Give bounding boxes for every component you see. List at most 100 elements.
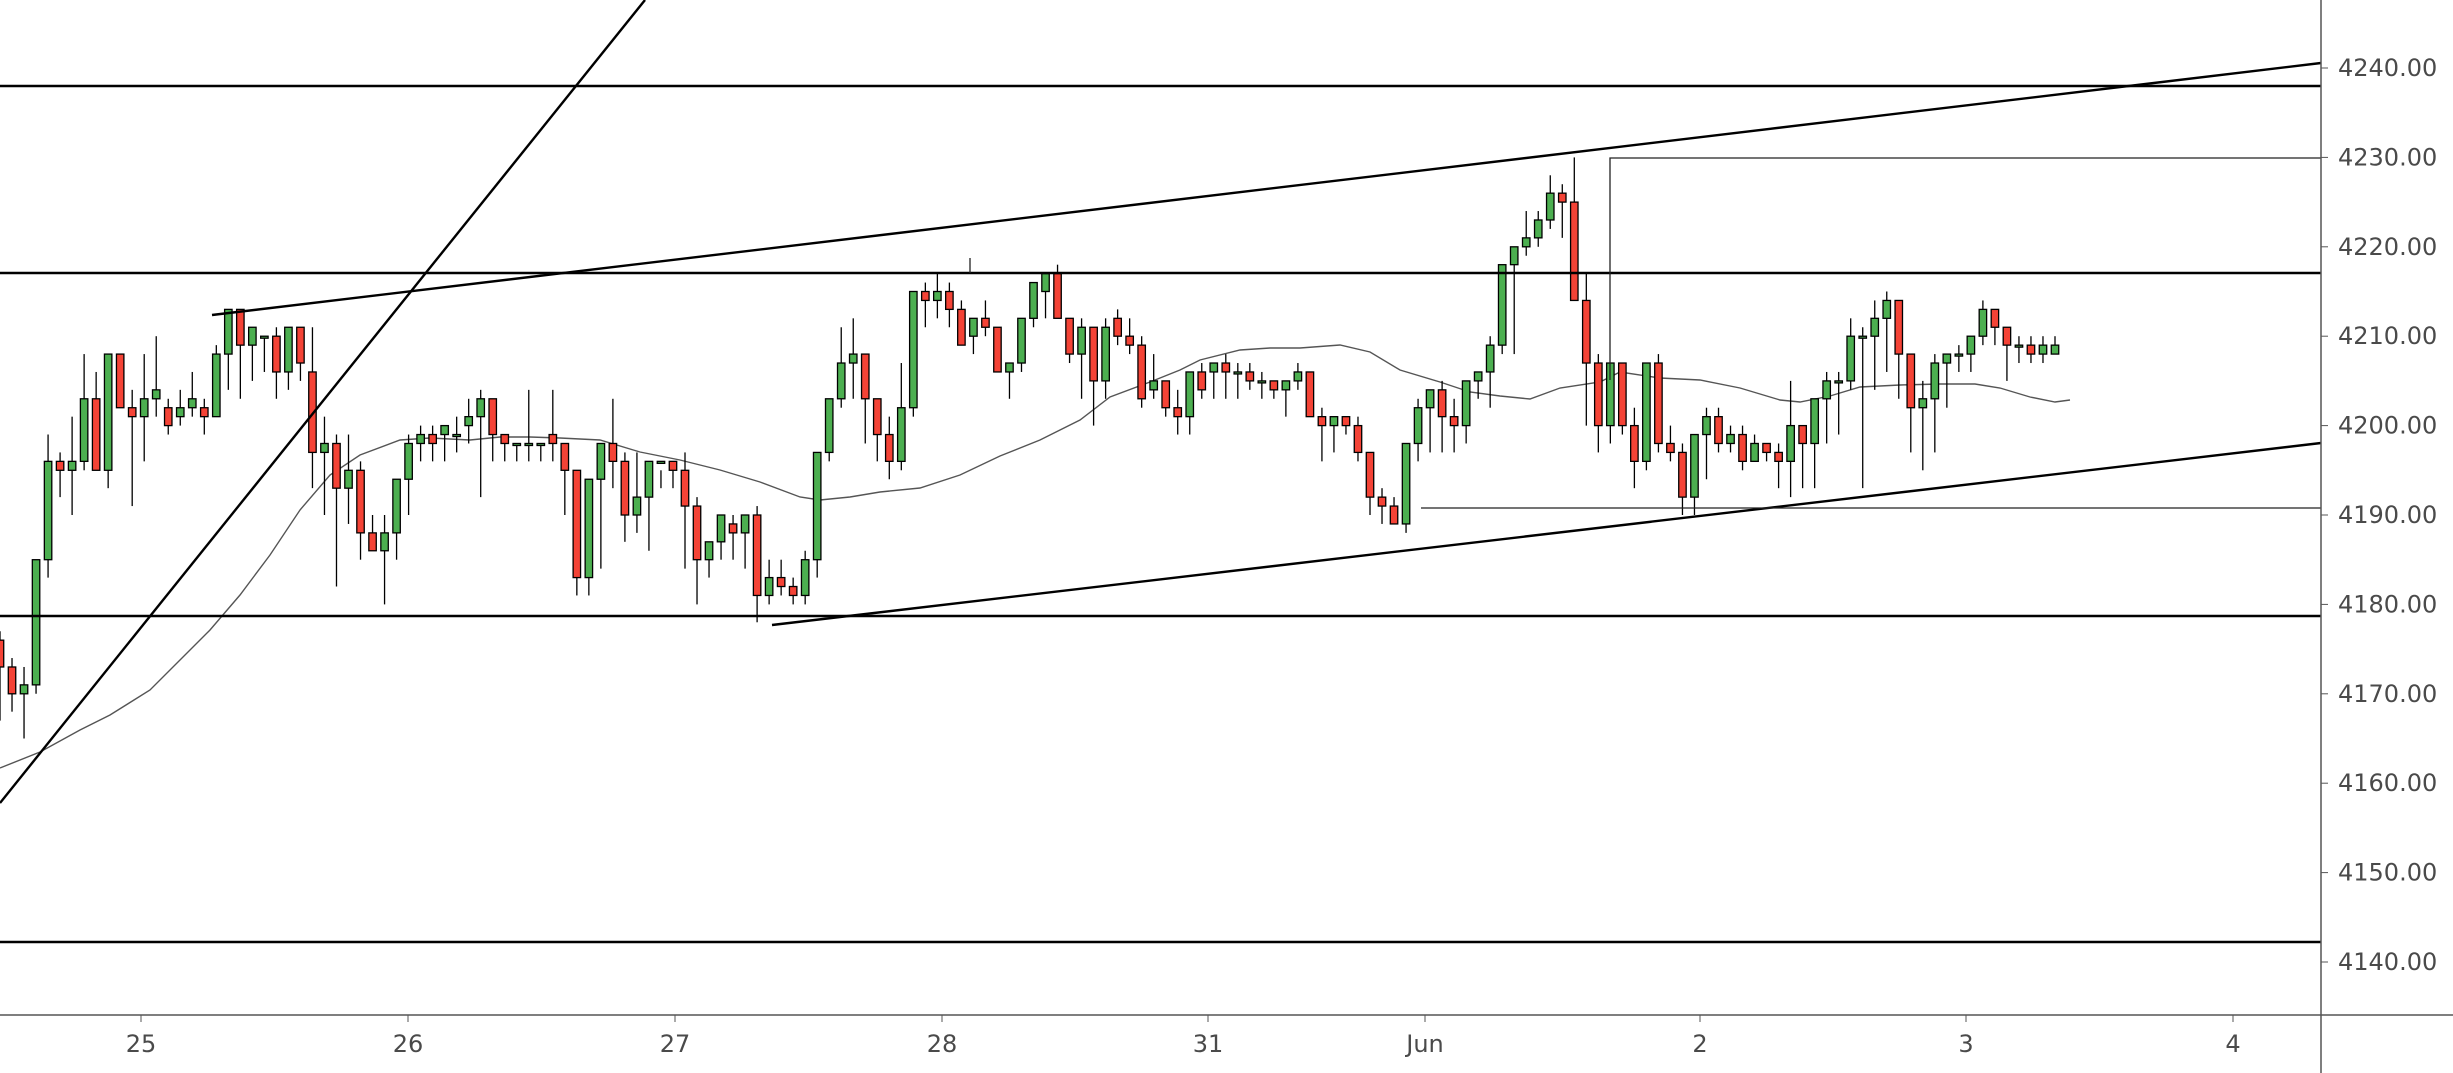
candle[interactable] bbox=[800, 550, 810, 605]
candle[interactable] bbox=[1185, 371, 1195, 435]
candle[interactable] bbox=[836, 327, 846, 408]
candle[interactable] bbox=[1846, 318, 1856, 390]
candle[interactable] bbox=[1810, 398, 1820, 489]
candle[interactable] bbox=[380, 515, 389, 605]
candle[interactable] bbox=[1894, 299, 1904, 399]
candle[interactable] bbox=[1714, 407, 1723, 453]
candle[interactable] bbox=[692, 497, 702, 605]
candle[interactable] bbox=[296, 326, 305, 381]
candle[interactable] bbox=[1173, 389, 1183, 435]
candle[interactable] bbox=[860, 353, 870, 444]
price-axis[interactable]: 4240.00 4230.00 4220.00 4210.00 4200.00 4190.… bbox=[2321, 54, 2437, 976]
candle[interactable] bbox=[548, 389, 558, 462]
candle[interactable] bbox=[752, 506, 762, 623]
candle[interactable] bbox=[776, 559, 786, 596]
candle[interactable] bbox=[1654, 354, 1663, 453]
candle[interactable] bbox=[19, 666, 29, 739]
candle[interactable] bbox=[0, 631, 5, 721]
trendline-lower-channel[interactable] bbox=[771, 441, 2322, 627]
candle[interactable] bbox=[632, 452, 642, 533]
candles[interactable] bbox=[0, 157, 2060, 739]
candle[interactable] bbox=[2050, 336, 2060, 355]
candle[interactable] bbox=[1906, 353, 1916, 453]
candle[interactable] bbox=[1305, 371, 1315, 418]
candle[interactable] bbox=[1702, 407, 1711, 480]
candle[interactable] bbox=[824, 398, 834, 462]
candle[interactable] bbox=[728, 515, 738, 560]
candle[interactable] bbox=[1978, 300, 1988, 346]
candle[interactable] bbox=[1966, 335, 1976, 372]
candle[interactable] bbox=[476, 389, 486, 498]
candle[interactable] bbox=[199, 398, 209, 435]
candle[interactable] bbox=[368, 515, 377, 552]
candle[interactable] bbox=[127, 389, 137, 507]
candle[interactable] bbox=[356, 461, 365, 560]
candle[interactable] bbox=[1449, 398, 1459, 453]
candle[interactable] bbox=[2038, 336, 2048, 364]
candle[interactable] bbox=[43, 434, 53, 578]
candle[interactable] bbox=[1617, 362, 1627, 435]
candle[interactable] bbox=[908, 290, 918, 417]
candle[interactable] bbox=[163, 398, 173, 435]
candle[interactable] bbox=[1593, 354, 1603, 453]
candle[interactable] bbox=[1942, 353, 1952, 408]
time-axis[interactable]: 25 26 27 28 31 Jun 2 3 4 bbox=[126, 1015, 2241, 1058]
candle[interactable] bbox=[392, 478, 401, 560]
candle[interactable] bbox=[1786, 380, 1795, 498]
candle[interactable] bbox=[1413, 398, 1423, 462]
candle[interactable] bbox=[151, 336, 161, 417]
candle[interactable] bbox=[31, 559, 41, 694]
candle[interactable] bbox=[981, 300, 990, 337]
candle[interactable] bbox=[1834, 371, 1844, 435]
candle[interactable] bbox=[872, 398, 882, 462]
candle[interactable] bbox=[945, 282, 954, 328]
candle[interactable] bbox=[656, 460, 666, 489]
candle[interactable] bbox=[788, 577, 798, 605]
candle[interactable] bbox=[1882, 291, 1892, 372]
candle[interactable] bbox=[1425, 389, 1435, 453]
candle[interactable] bbox=[211, 345, 221, 418]
candle[interactable] bbox=[524, 389, 534, 462]
candle[interactable] bbox=[560, 442, 570, 515]
candle[interactable] bbox=[1521, 211, 1531, 256]
candle[interactable] bbox=[704, 541, 714, 578]
candle[interactable] bbox=[1269, 380, 1279, 399]
candle[interactable] bbox=[1497, 264, 1507, 355]
candle[interactable] bbox=[1630, 407, 1639, 489]
candle[interactable] bbox=[67, 416, 77, 515]
candle[interactable] bbox=[1089, 326, 1098, 426]
candle[interactable] bbox=[1329, 416, 1339, 453]
candle[interactable] bbox=[115, 353, 125, 409]
candle[interactable] bbox=[416, 425, 425, 462]
candle[interactable] bbox=[2002, 326, 2012, 381]
price-range-line[interactable] bbox=[1609, 157, 2321, 380]
candle[interactable] bbox=[1581, 273, 1591, 426]
candle[interactable] bbox=[55, 452, 65, 498]
candle[interactable] bbox=[440, 424, 450, 462]
candle[interactable] bbox=[680, 452, 690, 569]
candle[interactable] bbox=[920, 282, 930, 328]
candle[interactable] bbox=[1353, 416, 1363, 462]
candle[interactable] bbox=[1798, 424, 1808, 489]
candle[interactable] bbox=[7, 658, 17, 712]
candle[interactable] bbox=[993, 326, 1002, 373]
candle[interactable] bbox=[1245, 363, 1255, 390]
candle[interactable] bbox=[247, 326, 257, 381]
candle[interactable] bbox=[139, 354, 149, 462]
candle[interactable] bbox=[1149, 354, 1159, 399]
candle[interactable] bbox=[1209, 362, 1219, 399]
candle[interactable] bbox=[1197, 363, 1207, 399]
candle[interactable] bbox=[1557, 184, 1567, 238]
candle[interactable] bbox=[91, 371, 101, 471]
trendline-steep-trendline[interactable] bbox=[0, 0, 646, 804]
candle[interactable] bbox=[1101, 318, 1110, 399]
candle[interactable] bbox=[235, 308, 245, 399]
candle[interactable] bbox=[1137, 336, 1147, 408]
candle[interactable] bbox=[884, 416, 894, 480]
candle[interactable] bbox=[175, 389, 185, 426]
candle[interactable] bbox=[1690, 433, 1699, 515]
candle[interactable] bbox=[2026, 336, 2036, 364]
candle[interactable] bbox=[969, 317, 978, 355]
candle[interactable] bbox=[1533, 211, 1543, 247]
candle[interactable] bbox=[1161, 380, 1171, 417]
